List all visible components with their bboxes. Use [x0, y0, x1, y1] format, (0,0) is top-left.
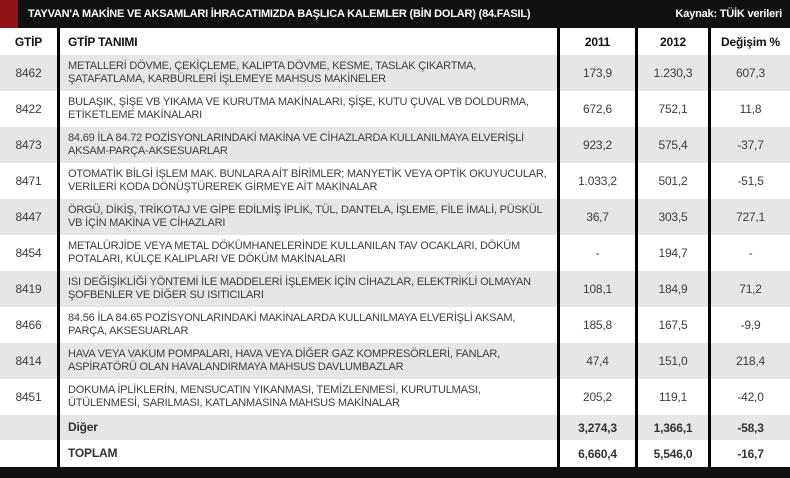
value-2012-cell: 575,4: [635, 127, 708, 163]
column-header-2012: 2012: [635, 28, 708, 55]
title-bar: TAYVAN'A MAKİNE VE AKSAMLARI İHRACATIMIZ…: [0, 0, 790, 28]
change-pct-cell: 71,2: [708, 271, 790, 307]
description-cell: ÖRGÜ, DİKİŞ, TRİKOTAJ VE GİPE EDİLMİŞ İP…: [57, 199, 557, 235]
description-cell: BULAŞIK, ŞİŞE VB YIKAMA VE KURUTMA MAKİN…: [57, 91, 557, 127]
table-row: 8419 ISI DEĞİŞİKLİĞİ YÖNTEMİ İLE MADDELE…: [0, 271, 790, 307]
gtip-code-cell: 8451: [15, 390, 42, 404]
change-pct-cell: 607,3: [708, 55, 790, 91]
description-cell: OTOMATİK BİLGİ İŞLEM MAK. BUNLARA AİT Bİ…: [57, 163, 557, 199]
column-header-description: GTİP TANIMI: [57, 28, 557, 55]
value-2012-cell: 184,9: [635, 271, 708, 307]
description-cell: ISI DEĞİŞİKLİĞİ YÖNTEMİ İLE MADDELERİ İŞ…: [57, 271, 557, 307]
value-2012-cell: 194,7: [635, 235, 708, 271]
table-row: 8451 DOKUMA İPLİKLERİN, MENSUCATIN YIKAN…: [0, 379, 790, 415]
description-cell: TOPLAM: [57, 440, 557, 467]
page-title: TAYVAN'A MAKİNE VE AKSAMLARI İHRACATIMIZ…: [28, 8, 531, 20]
table-row: 8462 METALLERİ DÖVME, ÇEKİÇLEME, KALIPTA…: [0, 55, 790, 91]
value-2011-cell: 3,274,3: [557, 415, 635, 440]
value-2011-cell: 672,6: [557, 91, 635, 127]
value-2011-cell: -: [557, 235, 635, 271]
table-row: 8414 HAVA VEYA VAKUM POMPALARI, HAVA VEY…: [0, 343, 790, 379]
red-accent-block: [0, 0, 18, 28]
gtip-code-cell: 8454: [15, 246, 42, 260]
value-2011-cell: 205,2: [557, 379, 635, 415]
description-cell: 84.69 İLA 84.72 POZİSYONLARINDAKİ MAKİNA…: [57, 127, 557, 163]
gtip-code-cell: 8466: [15, 318, 42, 332]
table-row: 8466 84.56 İLA 84.65 POZİSYONLARINDAKİ M…: [0, 307, 790, 343]
value-2012-cell: 1.230,3: [635, 55, 708, 91]
table-row: 8473 84.69 İLA 84.72 POZİSYONLARINDAKİ M…: [0, 127, 790, 163]
gtip-code-cell: 8419: [15, 282, 42, 296]
table-row: TOPLAM 6,660,4 5,546,0 -16,7: [0, 440, 790, 467]
table-row: 8454 METALÜRJİDE VEYA METAL DÖKÜMHANELER…: [0, 235, 790, 271]
change-pct-cell: -: [708, 235, 790, 271]
table-row: 8471 OTOMATİK BİLGİ İŞLEM MAK. BUNLARA A…: [0, 163, 790, 199]
source-label: Kaynak: TÜİK verileri: [675, 8, 783, 20]
bottom-bar: [0, 467, 790, 478]
value-2012-cell: 303,5: [635, 199, 708, 235]
table-header-row: GTİP GTİP TANIMI 2011 2012 Değişim %: [0, 28, 790, 55]
value-2011-cell: 923,2: [557, 127, 635, 163]
gtip-code-cell: 8414: [15, 354, 42, 368]
value-2012-cell: 1,366,1: [635, 415, 708, 440]
description-cell: HAVA VEYA VAKUM POMPALARI, HAVA VEYA DİĞ…: [57, 343, 557, 379]
value-2011-cell: 47,4: [557, 343, 635, 379]
value-2012-cell: 752,1: [635, 91, 708, 127]
value-2012-cell: 5,546,0: [635, 440, 708, 467]
gtip-code-cell: 8447: [15, 210, 42, 224]
change-pct-cell: -58,3: [708, 415, 790, 440]
change-pct-cell: 218,4: [708, 343, 790, 379]
gtip-code-cell: 8473: [15, 138, 42, 152]
change-pct-cell: 11,8: [708, 91, 790, 127]
value-2012-cell: 151,0: [635, 343, 708, 379]
gtip-code-cell: 8462: [15, 66, 42, 80]
table-row: 8447 ÖRGÜ, DİKİŞ, TRİKOTAJ VE GİPE EDİLM…: [0, 199, 790, 235]
change-pct-cell: -51,5: [708, 163, 790, 199]
value-2011-cell: 108,1: [557, 271, 635, 307]
value-2011-cell: 6,660,4: [557, 440, 635, 467]
change-pct-cell: -9,9: [708, 307, 790, 343]
change-pct-cell: -42,0: [708, 379, 790, 415]
value-2012-cell: 167,5: [635, 307, 708, 343]
gtip-code-cell: 8471: [15, 174, 42, 188]
change-pct-cell: -37,7: [708, 127, 790, 163]
value-2011-cell: 185,8: [557, 307, 635, 343]
table-row: 8422 BULAŞIK, ŞİŞE VB YIKAMA VE KURUTMA …: [0, 91, 790, 127]
value-2011-cell: 173,9: [557, 55, 635, 91]
value-2011-cell: 36,7: [557, 199, 635, 235]
column-header-change: Değişim %: [708, 28, 790, 55]
gtip-code-cell: [0, 440, 57, 467]
column-header-gtip: GTİP: [14, 34, 43, 49]
gtip-code-cell: 8422: [15, 102, 42, 116]
value-2012-cell: 119,1: [635, 379, 708, 415]
gtip-code-cell: [0, 415, 57, 440]
table-body: 8462 METALLERİ DÖVME, ÇEKİÇLEME, KALIPTA…: [0, 55, 790, 467]
column-header-2011: 2011: [557, 28, 635, 55]
change-pct-cell: 727,1: [708, 199, 790, 235]
description-cell: METALÜRJİDE VEYA METAL DÖKÜMHANELERİNDE …: [57, 235, 557, 271]
change-pct-cell: -16,7: [708, 440, 790, 467]
description-cell: METALLERİ DÖVME, ÇEKİÇLEME, KALIPTA DÖVM…: [57, 55, 557, 91]
description-cell: Diğer: [57, 415, 557, 440]
table-row: Diğer 3,274,3 1,366,1 -58,3: [0, 415, 790, 440]
description-cell: 84.56 İLA 84.65 POZİSYONLARINDAKİ MAKİNA…: [57, 307, 557, 343]
value-2011-cell: 1.033,2: [557, 163, 635, 199]
value-2012-cell: 501,2: [635, 163, 708, 199]
description-cell: DOKUMA İPLİKLERİN, MENSUCATIN YIKANMASI,…: [57, 379, 557, 415]
